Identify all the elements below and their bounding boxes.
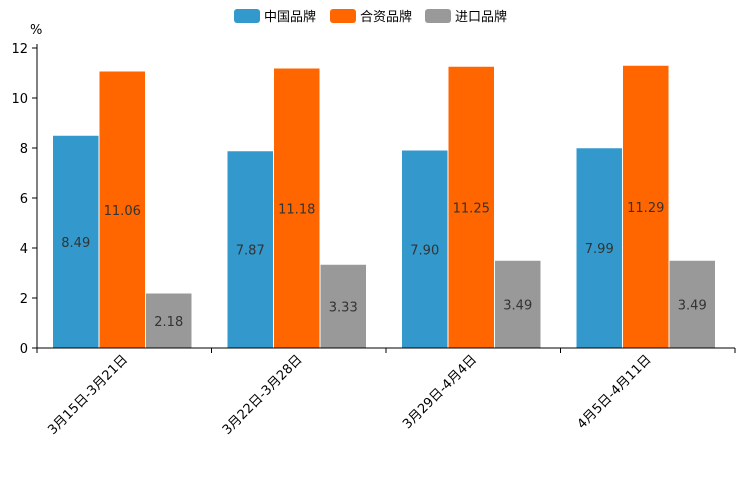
legend-swatch: [234, 9, 260, 23]
data-label: 7.99: [585, 242, 614, 257]
legend-swatch: [330, 9, 356, 23]
bar-3-3: [495, 260, 541, 348]
y-tick-label: 8: [20, 142, 28, 157]
bar-1-2: [227, 151, 273, 348]
x-tick-label: 4月5日-4月11日: [575, 352, 655, 432]
data-label: 7.90: [410, 243, 439, 258]
bar-3-4: [669, 260, 715, 348]
bar-3-1: [146, 293, 192, 348]
legend-label: 合资品牌: [360, 9, 412, 25]
data-label: 3.49: [678, 298, 707, 313]
data-label: 2.18: [154, 315, 183, 330]
data-label: 8.49: [61, 236, 90, 251]
y-tick-label: 10: [11, 92, 28, 107]
data-label: 3.33: [329, 300, 358, 315]
data-label: 3.49: [503, 298, 532, 313]
data-label: 11.18: [278, 202, 315, 217]
x-axis: 3月15日-3月21日 3月22日-3月28日 3月29日-4月4日 4月5日-4月1…: [36, 347, 736, 438]
data-label: 11.25: [453, 201, 490, 216]
bars: 8.49 11.06 2.18 7.87 11.18 3.33 7.90 11.25 3.49 7…: [53, 65, 715, 348]
bar-1-4: [576, 148, 622, 348]
bar-2-4: [623, 65, 669, 348]
bar-2-3: [448, 66, 494, 348]
y-unit-label: %: [30, 23, 42, 38]
legend: 中国品牌 合资品牌 进口品牌: [234, 9, 507, 25]
legend-swatch: [425, 9, 451, 23]
legend-label: 中国品牌: [264, 9, 316, 25]
bar-1-1: [53, 135, 99, 348]
data-label: 7.87: [236, 244, 265, 259]
y-tick-label: 6: [20, 192, 28, 207]
bar-1-3: [402, 150, 448, 348]
y-tick-label: 2: [20, 292, 28, 307]
bar-3-2: [320, 264, 366, 348]
x-tick-label: 3月15日-3月21日: [45, 352, 131, 438]
data-label: 11.29: [627, 201, 664, 216]
bar-2-1: [99, 71, 145, 348]
x-tick-label: 3月29日-4月4日: [400, 352, 480, 432]
y-tick-label: 4: [20, 242, 28, 257]
bar-2-2: [274, 68, 320, 348]
data-label: 11.06: [104, 204, 141, 219]
y-tick-label: 12: [11, 42, 28, 57]
y-tick-label: 0: [20, 342, 28, 357]
x-tick-label: 3月22日-3月28日: [220, 352, 306, 438]
y-axis: 0 2 4 6 8 10 12: [11, 42, 38, 357]
legend-label: 进口品牌: [455, 9, 507, 25]
